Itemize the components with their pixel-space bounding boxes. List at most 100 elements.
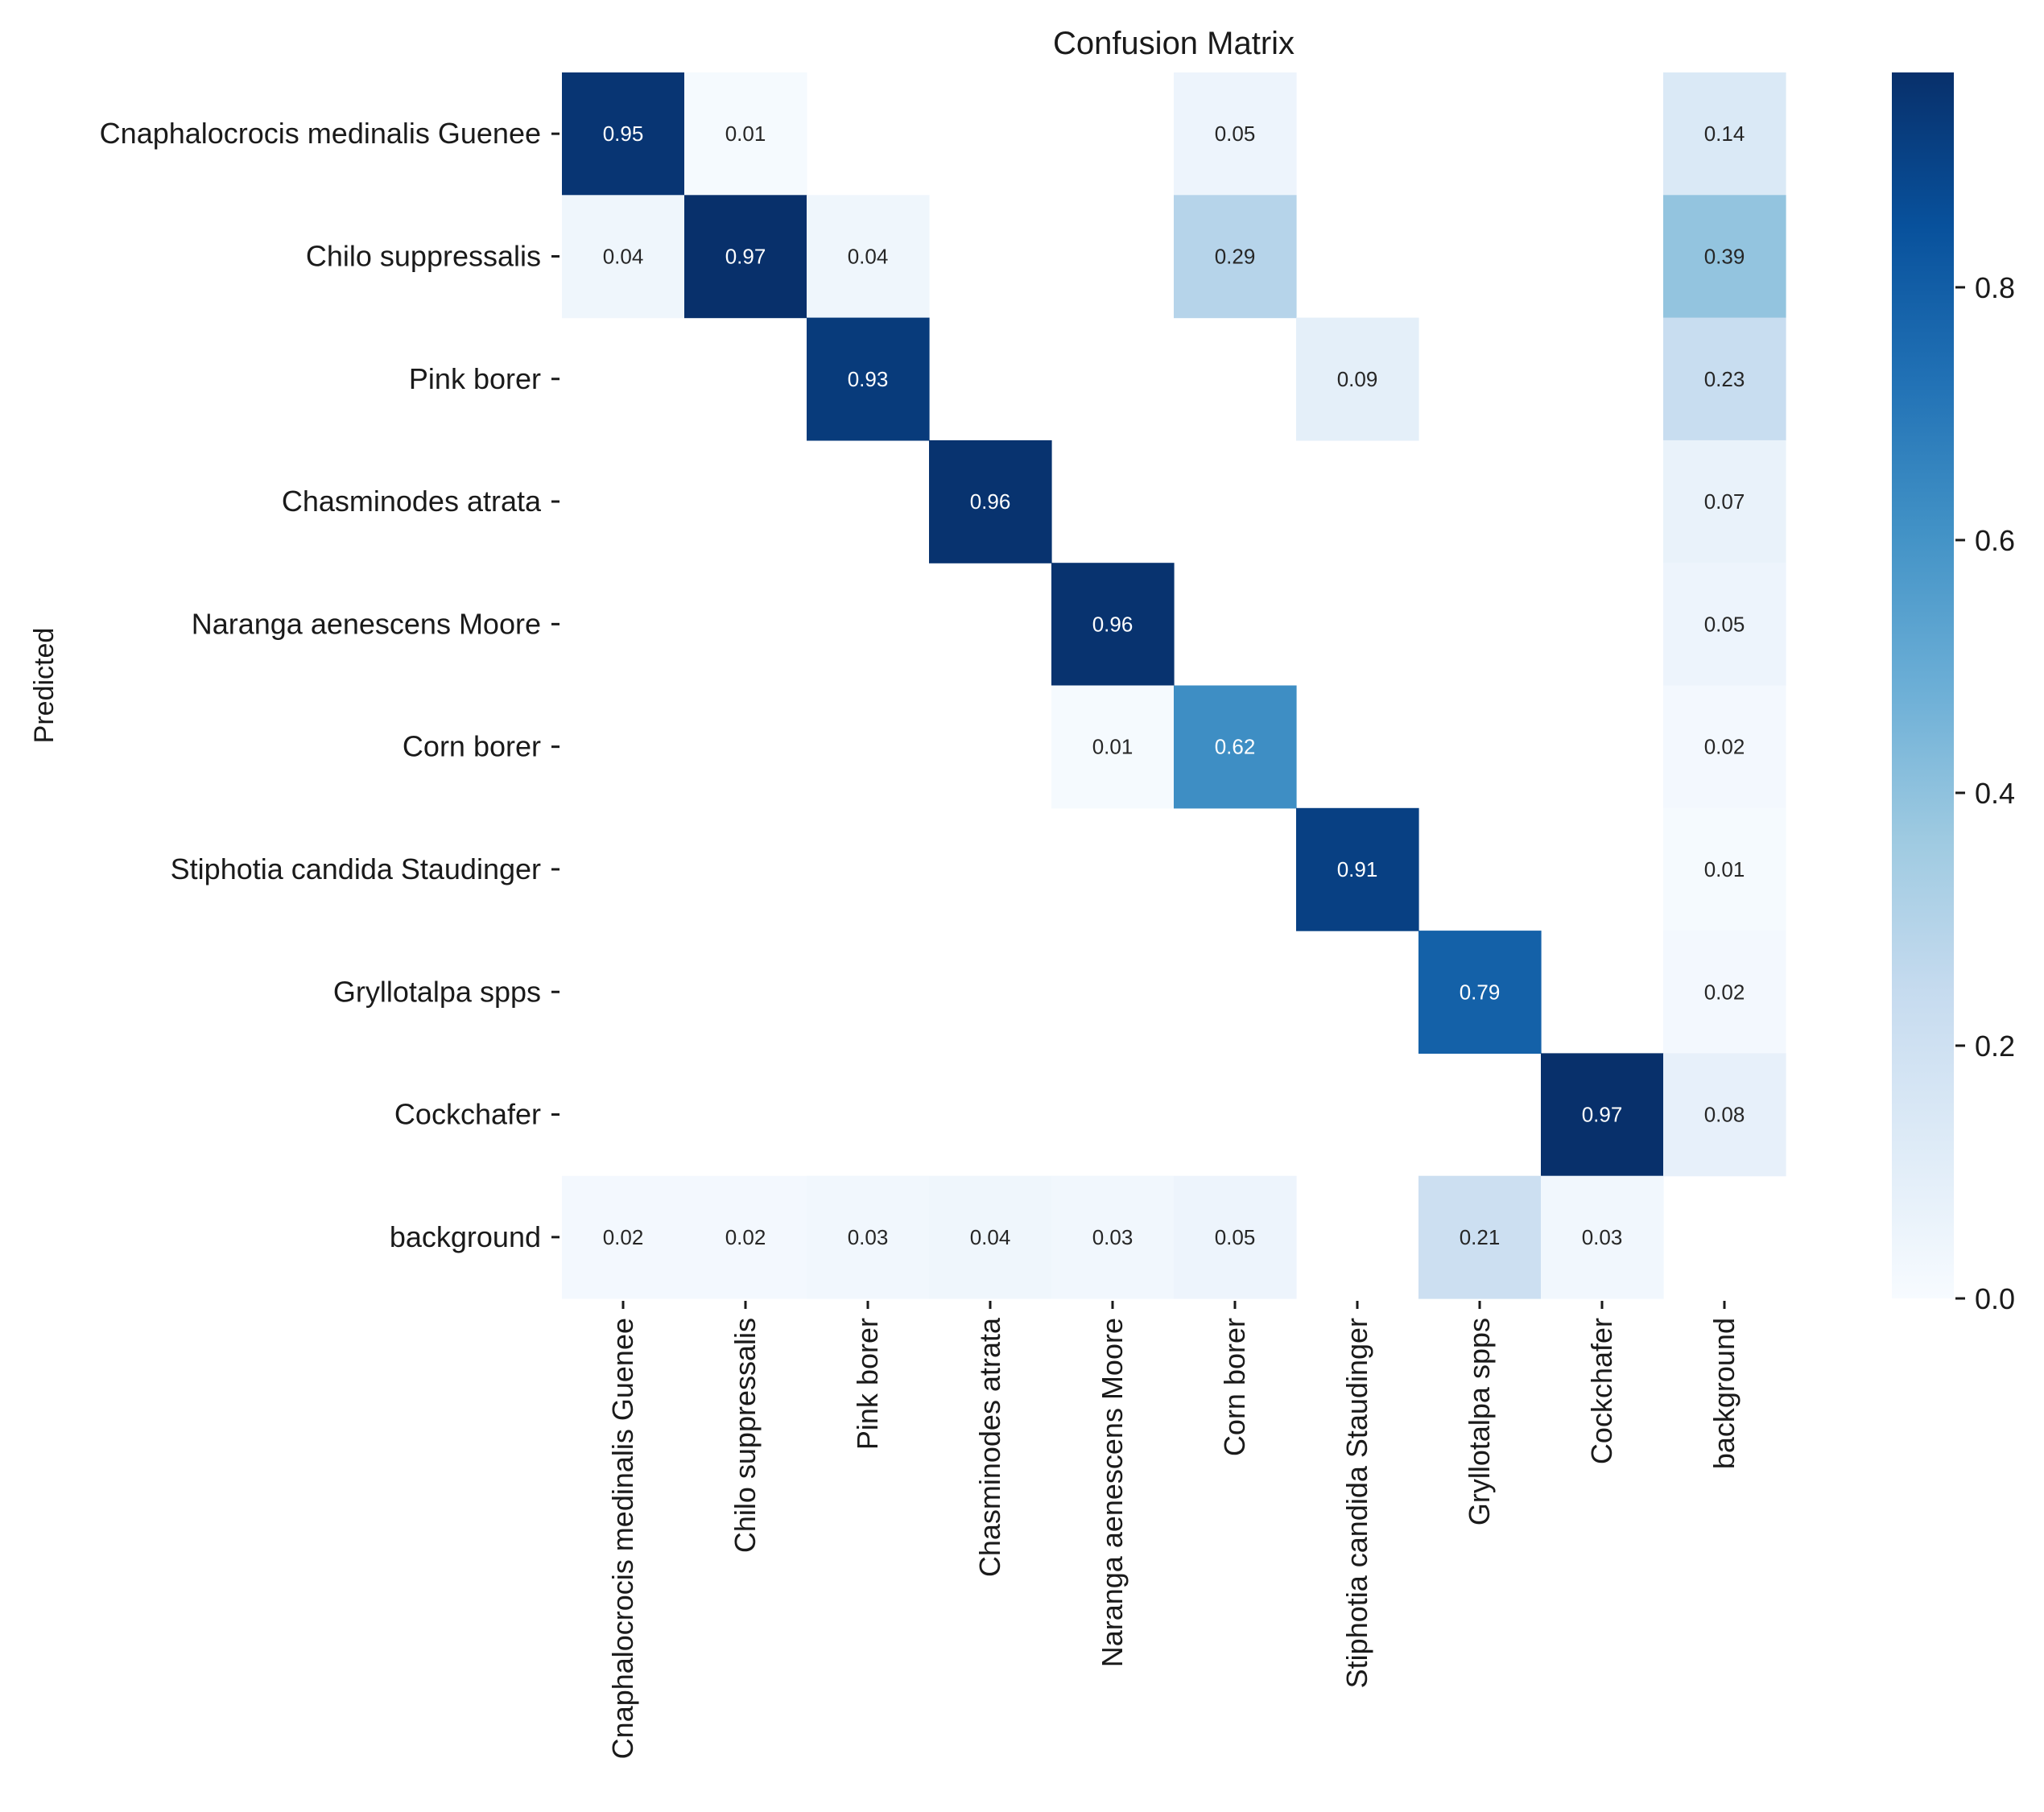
heatmap-cell — [1663, 807, 1786, 931]
heatmap-cell-labels: 0.95 0.01 0.05 0.14 0.04 0.97 0.04 0.29 0.39 0.93… — [603, 122, 1745, 1249]
heatmap-cell — [1541, 1053, 1664, 1177]
cell-value-label: 0.23 — [1704, 367, 1745, 391]
heatmap-cell — [1051, 563, 1175, 687]
heatmap-cell — [562, 72, 685, 196]
x-tick-label: Chasminodes atrata — [973, 1317, 1006, 1577]
cell-value-label: 0.62 — [1215, 735, 1256, 759]
colorbar-ticks: 0.0 0.2 0.4 0.6 0.8 — [1955, 271, 2015, 1315]
x-tick-label: Pink borer — [851, 1318, 884, 1450]
heatmap-cell — [1296, 317, 1419, 441]
x-tick-label: Cockchafer — [1585, 1318, 1618, 1464]
x-tick-label: Naranga aenescens Moore — [1096, 1318, 1129, 1667]
heatmap-cell — [929, 440, 1052, 563]
colorbar-tick-label: 0.8 — [1975, 271, 2015, 304]
heatmap-cell — [684, 1175, 807, 1299]
x-tick-label: Stiphotia candida Staudinger — [1340, 1318, 1373, 1688]
cell-value-label: 0.95 — [603, 122, 644, 146]
cell-value-label: 0.07 — [1704, 489, 1745, 514]
cell-value-label: 0.97 — [1582, 1103, 1623, 1127]
y-tick-label: Naranga aenescens Moore — [192, 607, 541, 640]
heatmap-cell — [1296, 807, 1419, 931]
cell-value-label: 0.02 — [603, 1225, 644, 1249]
cell-value-label: 0.03 — [848, 1225, 889, 1249]
cell-value-label: 0.14 — [1704, 122, 1745, 146]
y-tick-label: Gryllotalpa spps — [333, 975, 541, 1008]
y-tick-label: Chilo suppressalis — [306, 239, 541, 272]
heatmap-cell — [1663, 1053, 1786, 1177]
y-tick-label: Stiphotia candida Staudinger — [171, 852, 541, 885]
cell-value-label: 0.08 — [1704, 1103, 1745, 1127]
colorbar-tick-label: 0.6 — [1975, 524, 2015, 557]
heatmap-cell — [1663, 685, 1786, 809]
cell-value-label: 0.01 — [1092, 735, 1133, 759]
cell-value-label: 0.29 — [1215, 244, 1256, 268]
y-tick-label: Pink borer — [409, 362, 541, 395]
cell-value-label: 0.03 — [1582, 1225, 1623, 1249]
cell-value-label: 0.04 — [603, 244, 644, 268]
cell-value-label: 0.05 — [1704, 612, 1745, 636]
heatmap-cells — [562, 72, 1786, 1299]
x-tick-label: background — [1707, 1318, 1740, 1469]
heatmap-cell — [1051, 685, 1175, 809]
cell-value-label: 0.01 — [725, 122, 766, 146]
y-tick-label: Corn borer — [403, 730, 541, 763]
cell-value-label: 0.97 — [725, 244, 766, 268]
cell-value-label: 0.21 — [1460, 1225, 1501, 1249]
cell-value-label: 0.91 — [1337, 857, 1378, 881]
cell-value-label: 0.93 — [848, 367, 889, 391]
cell-value-label: 0.05 — [1215, 1225, 1256, 1249]
heatmap-cell — [1663, 317, 1786, 441]
heatmap-cell — [562, 1175, 685, 1299]
cell-value-label: 0.02 — [1704, 980, 1745, 1004]
heatmap-cell — [1174, 1175, 1297, 1299]
heatmap-cell — [1663, 72, 1786, 196]
cell-value-label: 0.02 — [1704, 735, 1745, 759]
colorbar — [1892, 72, 1954, 1298]
colorbar-tick-label: 0.0 — [1975, 1282, 2015, 1315]
y-axis-title: Predicted — [29, 628, 60, 744]
chart-title: Confusion Matrix — [1053, 26, 1295, 61]
cell-value-label: 0.02 — [725, 1225, 766, 1249]
x-axis-ticks: Cnaphalocrocis medinalis Guenee Chilo sup… — [606, 1301, 1740, 1759]
heatmap-cell — [1174, 195, 1297, 319]
cell-value-label: 0.79 — [1460, 980, 1501, 1004]
cell-value-label: 0.96 — [1092, 612, 1133, 636]
y-axis-ticks: Cnaphalocrocis medinalis Guenee Chilo sup… — [100, 117, 560, 1253]
heatmap-cell — [1663, 440, 1786, 563]
y-tick-label: background — [390, 1220, 541, 1253]
heatmap-cell — [1051, 1175, 1175, 1299]
colorbar-tick-label: 0.4 — [1975, 777, 2015, 810]
cell-value-label: 0.96 — [970, 489, 1011, 514]
heatmap-cell — [1663, 563, 1786, 687]
heatmap-cell — [1541, 1175, 1664, 1299]
y-tick-label: Cockchafer — [394, 1098, 541, 1131]
y-tick-label: Chasminodes atrata — [282, 485, 542, 518]
cell-value-label: 0.05 — [1215, 122, 1256, 146]
heatmap-cell — [807, 1175, 930, 1299]
heatmap-cell — [807, 317, 930, 441]
cell-value-label: 0.39 — [1704, 244, 1745, 268]
heatmap-cell — [929, 1175, 1052, 1299]
x-tick-label: Cnaphalocrocis medinalis Guenee — [606, 1318, 639, 1759]
cell-value-label: 0.03 — [1092, 1225, 1133, 1249]
heatmap-cell — [684, 195, 807, 319]
cell-value-label: 0.04 — [970, 1225, 1011, 1249]
heatmap-cell — [1174, 72, 1297, 196]
heatmap-cell — [684, 72, 807, 196]
cell-value-label: 0.04 — [848, 244, 889, 268]
cell-value-label: 0.09 — [1337, 367, 1378, 391]
x-tick-label: Corn borer — [1218, 1318, 1251, 1456]
y-tick-label: Cnaphalocrocis medinalis Guenee — [100, 117, 541, 150]
cell-value-label: 0.01 — [1704, 857, 1745, 881]
x-tick-label: Chilo suppressalis — [729, 1318, 762, 1553]
heatmap-cell — [1418, 1175, 1542, 1299]
heatmap-cell — [1663, 195, 1786, 319]
heatmap-cell — [807, 195, 930, 319]
heatmap-cell — [562, 195, 685, 319]
heatmap-cell — [1174, 685, 1297, 809]
heatmap-cell — [1663, 931, 1786, 1054]
x-tick-label: Gryllotalpa spps — [1463, 1318, 1496, 1525]
colorbar-tick-label: 0.2 — [1975, 1030, 2015, 1063]
heatmap-cell — [1418, 931, 1542, 1054]
